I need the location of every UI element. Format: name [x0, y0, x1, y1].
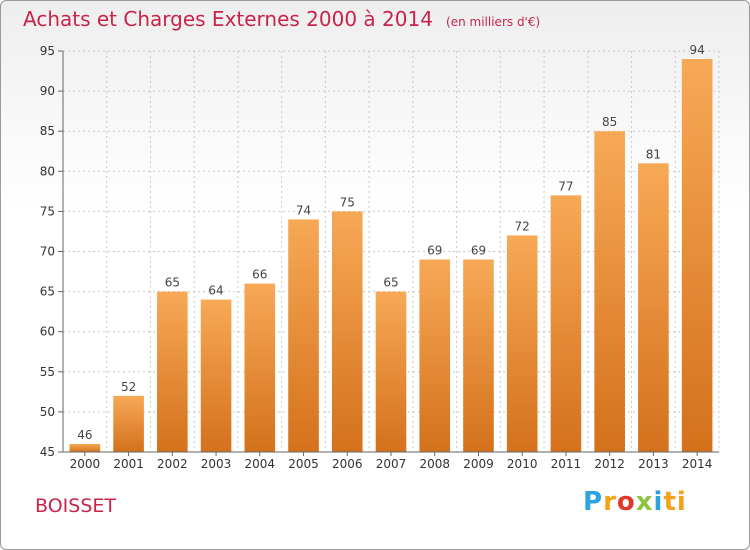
y-tick-label: 65 [40, 285, 55, 299]
x-tick-label: 2006 [332, 457, 363, 471]
bar [157, 291, 188, 452]
y-tick-label: 95 [40, 44, 55, 58]
bar [331, 211, 363, 452]
bars [69, 59, 713, 453]
chart-title: Achats et Charges Externes 2000 à 2014 (… [23, 7, 540, 31]
bar-value-label: 74 [296, 203, 311, 217]
labels: 45 50 55 60 65 70 75 80 85 90 95 46 2000 52 2001 65 2002… [40, 43, 713, 471]
bar-value-label: 75 [340, 195, 355, 209]
bar-value-label: 72 [515, 219, 530, 233]
x-tick-label: 2001 [113, 457, 144, 471]
commune-name: BOISSET [35, 495, 116, 517]
y-tick-label: 80 [40, 164, 55, 178]
bar-value-label: 52 [121, 380, 136, 394]
y-tick-label: 45 [40, 445, 55, 459]
y-tick-label: 85 [40, 124, 55, 138]
x-tick-label: 2004 [245, 457, 276, 471]
bar-value-label: 69 [427, 244, 442, 258]
bar-value-label: 81 [646, 147, 661, 161]
bar-value-label: 94 [689, 43, 704, 57]
x-tick-label: 2014 [682, 457, 713, 471]
bar [463, 259, 494, 452]
y-tick-label: 75 [40, 204, 55, 218]
x-tick-label: 2005 [288, 457, 319, 471]
bar [69, 443, 101, 452]
y-tick-label: 70 [40, 245, 55, 259]
y-tick-label: 60 [40, 325, 55, 339]
bar-value-label: 65 [383, 276, 398, 290]
x-tick-label: 2002 [157, 457, 188, 471]
y-tick-label: 50 [40, 405, 55, 419]
x-tick-label: 2012 [594, 457, 625, 471]
title-unit: (en milliers d'€) [446, 15, 541, 29]
x-tick-label: 2013 [638, 457, 669, 471]
x-tick-label: 2010 [507, 457, 538, 471]
y-tick-label: 90 [40, 84, 55, 98]
x-tick-label: 2008 [419, 457, 450, 471]
bar-value-label: 77 [558, 179, 573, 193]
bar-value-label: 46 [77, 428, 92, 442]
x-tick-label: 2007 [376, 457, 407, 471]
bar [681, 59, 713, 453]
bar-value-label: 85 [602, 115, 617, 129]
bar [244, 283, 276, 452]
axes [58, 50, 719, 456]
x-tick-label: 2011 [551, 457, 582, 471]
x-tick-label: 2009 [463, 457, 494, 471]
x-tick-label: 2003 [201, 457, 232, 471]
bar-value-label: 65 [165, 276, 180, 290]
bar [550, 195, 582, 453]
bar [506, 235, 538, 452]
title-main: Achats et Charges Externes 2000 à 2014 [23, 7, 433, 31]
bar [200, 299, 232, 452]
bar [638, 163, 669, 452]
bar [288, 219, 319, 452]
x-tick-label: 2000 [70, 457, 101, 471]
bar [419, 259, 451, 452]
proxiti-logo[interactable]: Proxiti [583, 487, 687, 517]
y-tick-label: 55 [40, 365, 55, 379]
bar-value-label: 69 [471, 244, 486, 258]
bar [375, 291, 407, 452]
bar-value-label: 64 [208, 284, 223, 298]
bar [113, 395, 144, 452]
bar-value-label: 66 [252, 268, 267, 282]
bar [594, 131, 625, 452]
